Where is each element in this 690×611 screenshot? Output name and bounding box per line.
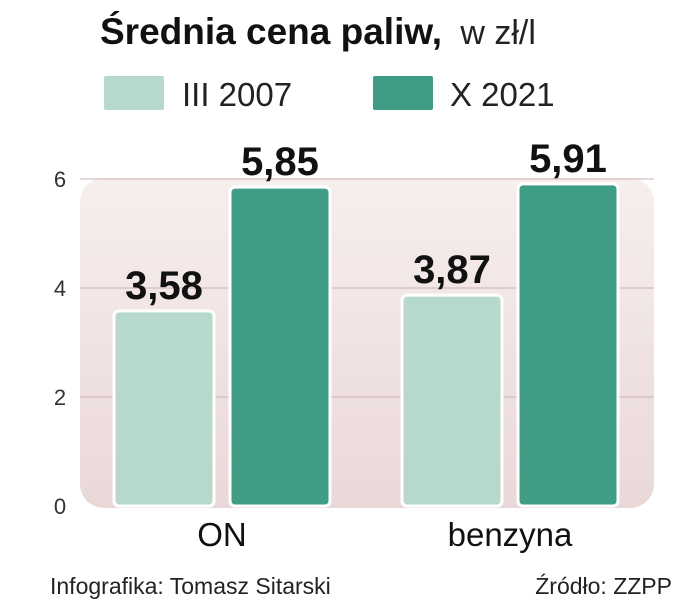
category-labels: ON benzyna bbox=[197, 516, 573, 553]
chart-title: Średnia cena paliw, w zł/l bbox=[100, 10, 536, 52]
value-label-benzyna-iii-2007: 3,87 bbox=[413, 248, 491, 292]
bar-benzyna-x-2021 bbox=[516, 182, 620, 508]
y-tick-label: 2 bbox=[54, 385, 66, 410]
bars bbox=[112, 182, 620, 508]
chart-title-unit: w zł/l bbox=[459, 14, 536, 52]
footer-source: Źródło: ZZPP bbox=[535, 573, 672, 599]
bar-on-x-2021 bbox=[228, 185, 332, 508]
chart-title-main: Średnia cena paliw, bbox=[100, 10, 442, 52]
category-label-on: ON bbox=[197, 516, 247, 553]
legend-swatch-x-2021 bbox=[371, 74, 435, 112]
y-axis-ticks: 0 2 4 6 bbox=[54, 167, 66, 519]
plot-background bbox=[80, 178, 654, 508]
value-label-on-x-2021: 5,85 bbox=[241, 140, 319, 184]
footer-credit: Infografika: Tomasz Sitarski bbox=[50, 573, 331, 599]
y-tick-label: 0 bbox=[54, 494, 66, 519]
category-label-benzyna: benzyna bbox=[448, 516, 573, 553]
value-label-benzyna-x-2021: 5,91 bbox=[529, 137, 607, 181]
legend: III 2007 X 2021 bbox=[102, 74, 555, 113]
bar-on-iii-2007 bbox=[112, 309, 216, 508]
value-label-on-iii-2007: 3,58 bbox=[125, 264, 203, 308]
bar-benzyna-iii-2007 bbox=[400, 293, 504, 508]
y-tick-label: 4 bbox=[54, 276, 66, 301]
legend-label-x-2021: X 2021 bbox=[450, 76, 555, 113]
value-labels: 3,58 5,85 3,87 5,91 bbox=[125, 137, 607, 308]
legend-swatch-iii-2007 bbox=[102, 74, 166, 112]
y-tick-label: 6 bbox=[54, 167, 66, 192]
legend-label-iii-2007: III 2007 bbox=[182, 76, 292, 113]
